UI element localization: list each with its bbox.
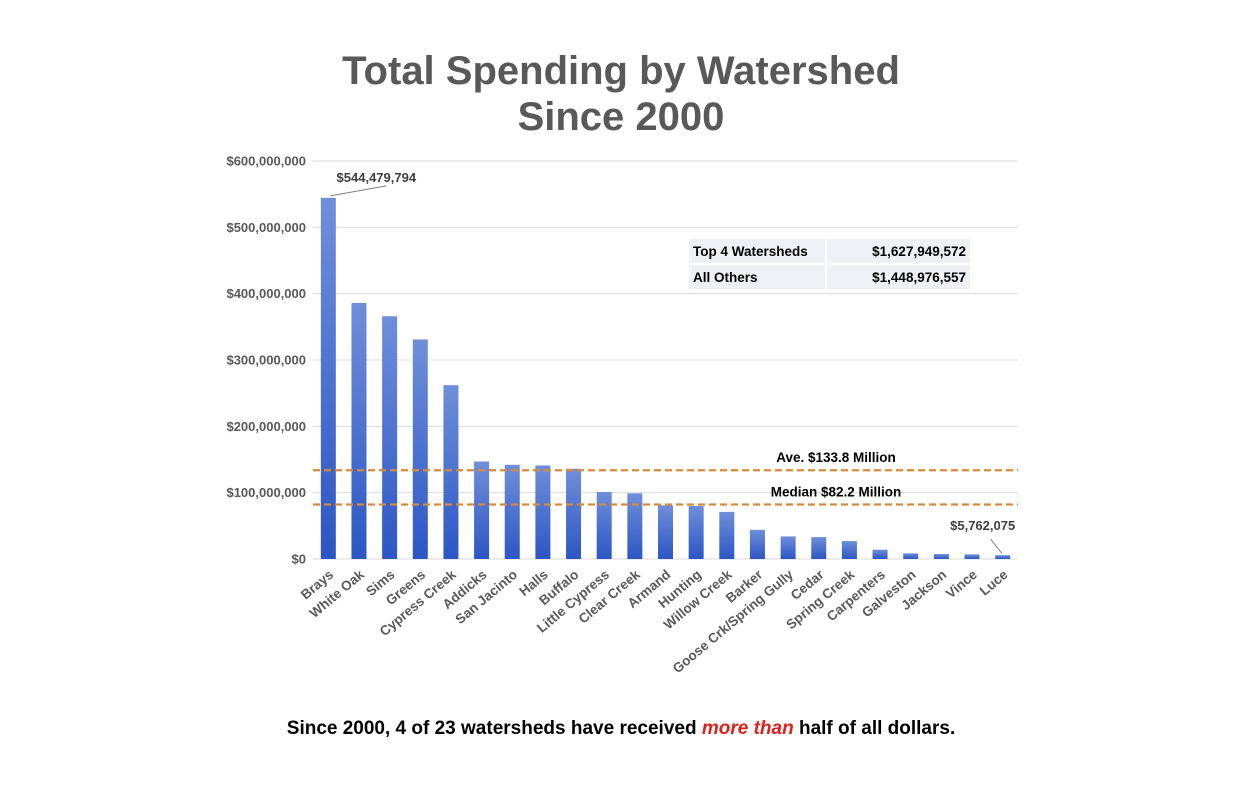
y-tick-label: $0 (292, 552, 306, 567)
summary-label: Top 4 Watersheds (689, 239, 827, 265)
reference-line-label: Median $82.2 Million (771, 484, 902, 499)
chart-title: Total Spending by Watershed Since 2000 (0, 48, 1242, 140)
y-axis: $0 $100,000,000 $200,000,000 $300,000,000 $4… (226, 154, 306, 567)
title-line-1: Total Spending by Watershed (342, 49, 900, 93)
y-tick-label: $200,000,000 (226, 419, 306, 434)
summary-table: Top 4 Watersheds $1,627,949,572 All Othe… (689, 239, 970, 291)
title-line-2: Since 2000 (517, 95, 725, 139)
y-tick-label: $600,000,000 (226, 154, 306, 169)
bar (627, 493, 643, 559)
bar (964, 554, 980, 559)
bar (719, 511, 735, 559)
bar (320, 197, 336, 559)
bar (566, 468, 582, 559)
bar (474, 461, 490, 559)
reference-lines: Ave. $133.8 Million Median $82.2 Million (313, 450, 1018, 506)
bar (688, 505, 704, 559)
summary-value: $1,448,976,557 (826, 264, 970, 291)
bar (841, 541, 857, 559)
bar (903, 553, 919, 559)
y-tick-label: $300,000,000 (226, 353, 306, 368)
data-label: $544,479,794 (337, 170, 417, 185)
x-tick-label: Vince (943, 566, 980, 601)
bars (320, 197, 1011, 559)
summary-row-top4: Top 4 Watersheds $1,627,949,572 (689, 239, 970, 265)
caption-emphasis: more than (701, 718, 794, 739)
x-tick-label: Luce (977, 566, 1011, 598)
bar (412, 339, 428, 559)
summary-label: All Others (689, 264, 827, 291)
caption-text-end: half of all dollars. (793, 718, 956, 739)
caption-text: Since 2000, 4 of 23 watersheds have rece… (286, 718, 702, 739)
bar (780, 536, 796, 559)
data-label-leader (990, 538, 1003, 554)
bar (443, 385, 459, 559)
summary-value: $1,627,949,572 (826, 239, 970, 265)
bar (872, 549, 888, 559)
bar (933, 554, 949, 559)
caption: Since 2000, 4 of 23 watersheds have rece… (0, 718, 1242, 740)
y-tick-label: $400,000,000 (226, 286, 306, 301)
bar (658, 505, 673, 559)
bar (351, 302, 367, 559)
y-tick-label: $500,000,000 (226, 220, 306, 235)
bar (596, 492, 612, 559)
bar (749, 529, 765, 559)
data-label: $5,762,075 (950, 518, 1015, 533)
summary-row-others: All Others $1,448,976,557 (689, 264, 970, 291)
reference-line-label: Ave. $133.8 Million (776, 450, 896, 465)
bar (811, 537, 827, 559)
bar (504, 464, 520, 559)
data-labels: $544,479,794 $5,762,075 (330, 170, 1015, 554)
bar (995, 555, 1011, 559)
gridlines (313, 160, 1018, 560)
data-label-leader (330, 185, 387, 197)
bar (535, 465, 551, 559)
bar (382, 316, 398, 559)
y-tick-label: $100,000,000 (226, 485, 306, 500)
